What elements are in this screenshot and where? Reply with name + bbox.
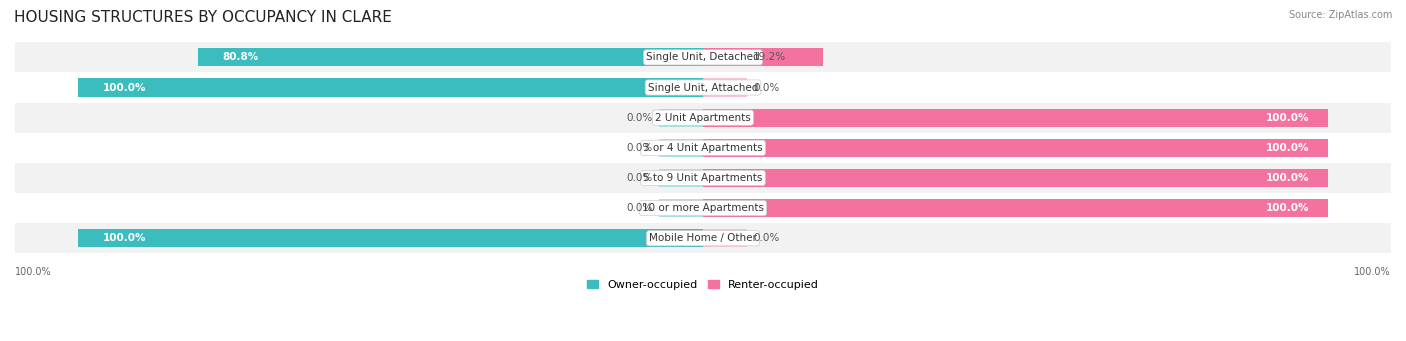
Text: 100.0%: 100.0% <box>103 83 146 92</box>
Text: 0.0%: 0.0% <box>627 173 652 183</box>
Bar <box>703 109 1329 127</box>
Text: Mobile Home / Other: Mobile Home / Other <box>650 233 756 243</box>
Bar <box>77 229 703 247</box>
Bar <box>703 48 823 66</box>
Text: Single Unit, Detached: Single Unit, Detached <box>647 53 759 62</box>
Bar <box>77 78 703 97</box>
Bar <box>15 223 1391 253</box>
Legend: Owner-occupied, Renter-occupied: Owner-occupied, Renter-occupied <box>582 275 824 294</box>
Text: 5 to 9 Unit Apartments: 5 to 9 Unit Apartments <box>644 173 762 183</box>
Bar <box>15 133 1391 163</box>
Bar <box>703 169 1329 187</box>
Text: 0.0%: 0.0% <box>627 203 652 213</box>
Bar <box>659 139 703 157</box>
Bar <box>15 163 1391 193</box>
Text: 0.0%: 0.0% <box>754 233 779 243</box>
Bar <box>659 199 703 217</box>
Text: 80.8%: 80.8% <box>222 53 259 62</box>
Bar <box>15 193 1391 223</box>
Text: Source: ZipAtlas.com: Source: ZipAtlas.com <box>1288 10 1392 20</box>
Bar <box>15 103 1391 133</box>
Text: 100.0%: 100.0% <box>1267 143 1310 153</box>
Text: 100.0%: 100.0% <box>1267 113 1310 123</box>
Text: 19.2%: 19.2% <box>754 53 786 62</box>
Bar <box>15 72 1391 103</box>
Text: 100.0%: 100.0% <box>1267 173 1310 183</box>
Bar <box>703 199 1329 217</box>
Bar <box>703 139 1329 157</box>
Text: HOUSING STRUCTURES BY OCCUPANCY IN CLARE: HOUSING STRUCTURES BY OCCUPANCY IN CLARE <box>14 10 392 25</box>
Text: 10 or more Apartments: 10 or more Apartments <box>643 203 763 213</box>
Bar <box>198 48 703 66</box>
Text: 0.0%: 0.0% <box>627 143 652 153</box>
Text: Single Unit, Attached: Single Unit, Attached <box>648 83 758 92</box>
Text: 0.0%: 0.0% <box>627 113 652 123</box>
Bar <box>659 169 703 187</box>
Text: 0.0%: 0.0% <box>754 83 779 92</box>
Text: 2 Unit Apartments: 2 Unit Apartments <box>655 113 751 123</box>
Text: 100.0%: 100.0% <box>1267 203 1310 213</box>
Text: 3 or 4 Unit Apartments: 3 or 4 Unit Apartments <box>643 143 763 153</box>
Bar <box>703 78 747 97</box>
Text: 100.0%: 100.0% <box>1354 267 1391 277</box>
Bar <box>703 229 747 247</box>
Text: 100.0%: 100.0% <box>15 267 52 277</box>
Bar <box>15 42 1391 72</box>
Text: 100.0%: 100.0% <box>103 233 146 243</box>
Bar <box>659 109 703 127</box>
